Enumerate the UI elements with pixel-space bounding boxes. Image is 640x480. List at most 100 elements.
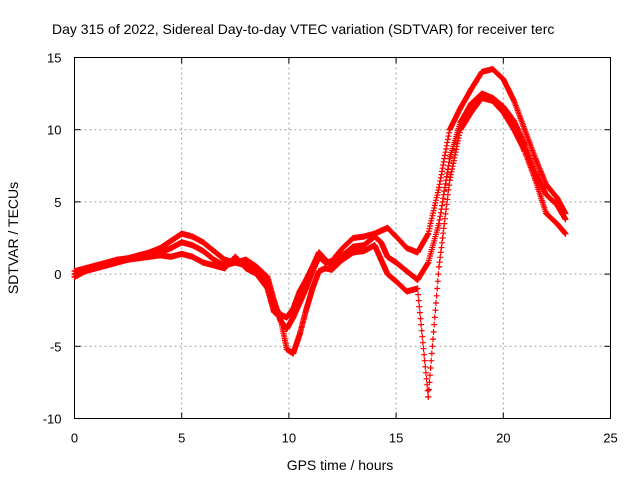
data-point [414, 285, 421, 292]
data-layer [71, 66, 569, 400]
data-point [350, 249, 357, 256]
data-point [82, 268, 89, 275]
data-point [511, 126, 518, 133]
data-point [210, 262, 217, 269]
data-point [360, 247, 367, 254]
data-point [135, 255, 142, 262]
data-point [200, 259, 207, 266]
data-point [210, 256, 217, 263]
data-point [371, 233, 378, 240]
x-tick-label: 25 [603, 431, 617, 446]
data-point [446, 126, 453, 133]
data-point [500, 76, 507, 83]
data-point [309, 263, 316, 270]
y-tick-label: -10 [43, 412, 62, 427]
data-point [543, 191, 550, 198]
data-point [350, 243, 357, 250]
data-point [303, 307, 310, 314]
data-point [253, 271, 260, 278]
data-point [378, 239, 385, 246]
data-point [393, 278, 400, 285]
data-point [270, 308, 277, 315]
data-point [532, 155, 539, 162]
data-point [290, 350, 297, 357]
data-point [500, 103, 507, 110]
data-point [178, 250, 185, 257]
data-point [339, 256, 346, 263]
chart-title: Day 315 of 2022, Sidereal Day-to-day VTE… [52, 21, 554, 37]
x-tick-label: 20 [496, 431, 510, 446]
data-point [403, 268, 410, 275]
data-point [178, 230, 185, 237]
data-point [543, 210, 550, 217]
data-point [414, 276, 421, 283]
data-point [189, 253, 196, 260]
data-point [478, 68, 485, 75]
data-point [315, 268, 322, 275]
data-point [553, 220, 560, 227]
data-point [283, 325, 290, 332]
data-point [446, 155, 453, 162]
data-point [511, 118, 518, 125]
data-point [157, 252, 164, 259]
data-point [283, 346, 290, 353]
data-point [92, 265, 99, 272]
data-point [221, 256, 228, 263]
data-point [562, 230, 569, 237]
data-point [457, 126, 464, 133]
y-tick-label: 5 [54, 195, 61, 210]
data-point [562, 216, 569, 223]
data-point [521, 148, 528, 155]
data-point [435, 184, 442, 191]
data-point [521, 126, 528, 133]
data-point [435, 220, 442, 227]
data-point [167, 237, 174, 244]
y-tick-label: 15 [47, 51, 61, 66]
data-point [309, 285, 316, 292]
data-point [489, 66, 496, 73]
data-point [210, 247, 217, 254]
data-point [322, 256, 329, 263]
data-point [378, 227, 385, 234]
data-point [384, 224, 391, 231]
data-point [200, 239, 207, 246]
data-point [384, 271, 391, 278]
data-point [360, 233, 367, 240]
data-point [403, 288, 410, 295]
data-point [403, 245, 410, 252]
data-point [264, 285, 271, 292]
x-tick-label: 0 [71, 431, 78, 446]
data-point [283, 314, 290, 321]
data-point [371, 242, 378, 249]
data-point [264, 273, 271, 280]
series-trace-a [71, 66, 569, 332]
data-point [532, 177, 539, 184]
data-point [200, 247, 207, 254]
data-point [425, 230, 432, 237]
x-tick-label: 5 [178, 431, 185, 446]
data-point [303, 276, 310, 283]
data-point [178, 239, 185, 246]
data-point [468, 86, 475, 93]
data-point [243, 256, 250, 263]
data-point [384, 253, 391, 260]
data-point [167, 245, 174, 252]
y-axis-label: SDTVAR / TECUs [5, 182, 21, 294]
data-point [296, 288, 303, 295]
x-tick-label: 10 [282, 431, 296, 446]
data-point [478, 94, 485, 101]
data-point [277, 314, 284, 321]
tick-layer: 0 5 10 15 20 25 -10 -5 0 5 10 15 [43, 51, 618, 446]
data-point [393, 233, 400, 240]
data-point [511, 97, 518, 104]
data-point [328, 266, 335, 273]
x-axis-label: GPS time / hours [287, 457, 394, 473]
data-point [446, 177, 453, 184]
data-point [290, 305, 297, 312]
data-point [296, 331, 303, 338]
y-tick-label: -5 [50, 339, 62, 354]
data-point [189, 242, 196, 249]
data-point [71, 273, 78, 280]
